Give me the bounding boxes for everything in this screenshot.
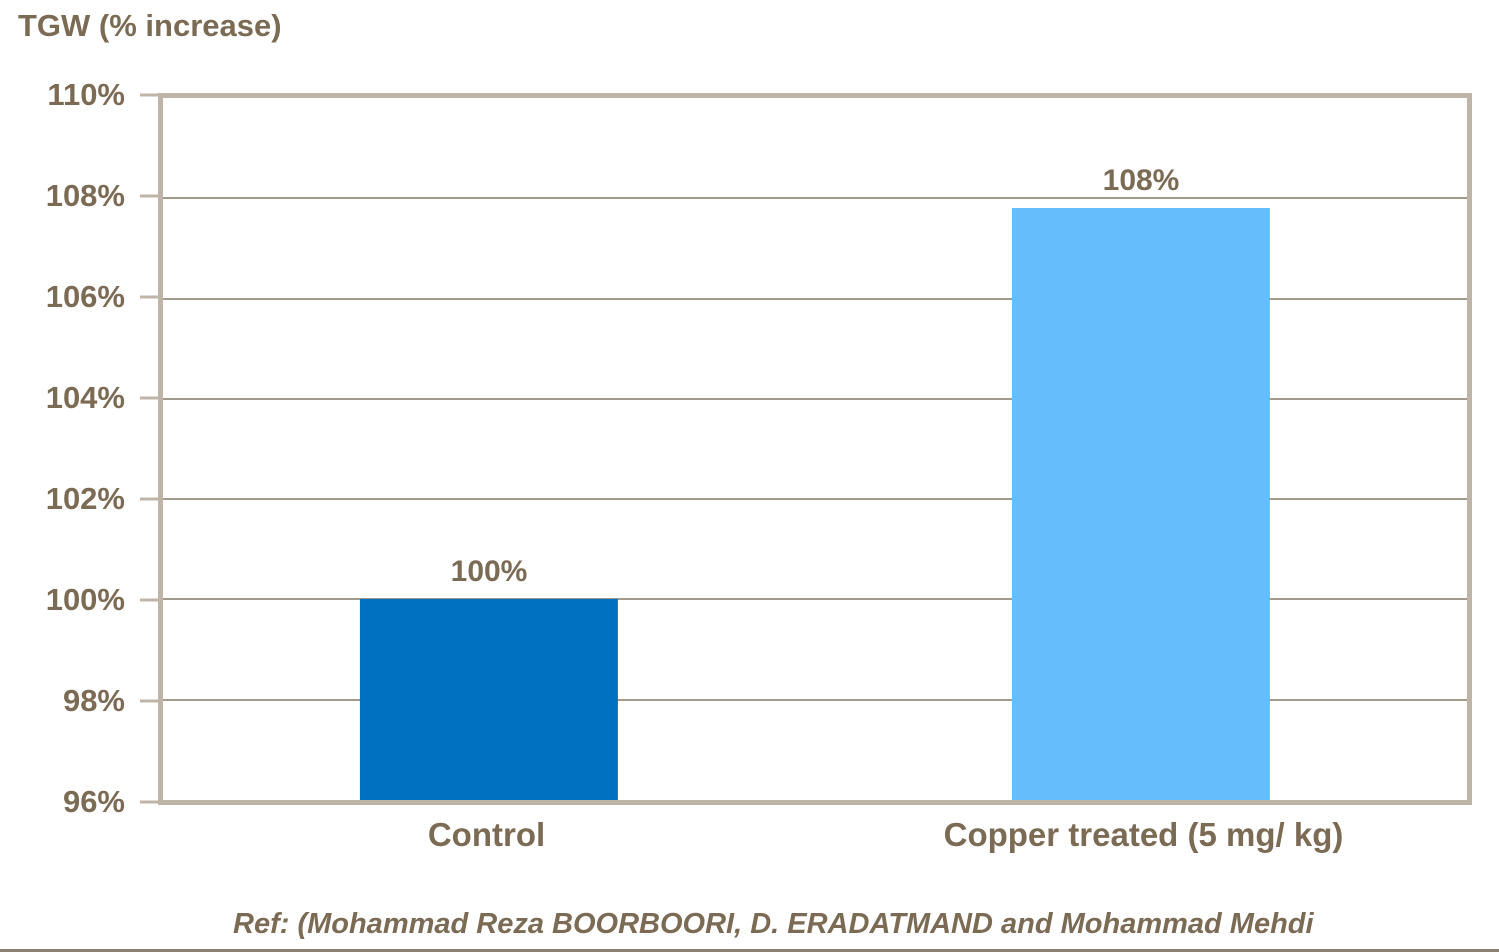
- gridline: [163, 598, 1467, 601]
- y-tick-mark: [140, 396, 158, 400]
- gridline: [163, 197, 1467, 200]
- category-label-copper-treated-5-mg-kg: Copper treated (5 mg/ kg): [943, 816, 1344, 853]
- gridline: [163, 498, 1467, 501]
- plot-area: 100% 108%: [158, 93, 1472, 805]
- y-tick-mark: [140, 93, 158, 97]
- y-axis: 110% 108% 106% 104% 102% 100% 98% 96%: [0, 77, 158, 819]
- y-tick-label: 110%: [47, 77, 125, 112]
- bar-data-label: 100%: [450, 555, 528, 589]
- y-tick-label: 96%: [62, 784, 125, 819]
- x-axis: Control Copper treated (5 mg/ kg): [158, 816, 1472, 854]
- chart-title: TGW (% increase): [18, 8, 282, 43]
- gridline: [163, 698, 1467, 701]
- gridline: [163, 297, 1467, 300]
- y-tick-mark: [140, 497, 158, 501]
- y-tick-label: 108%: [45, 178, 125, 213]
- y-tick-label: 98%: [62, 683, 125, 718]
- y-tick-mark: [140, 194, 158, 198]
- reference-text: Ref: (Mohammad Reza BOORBOORI, D. ERADAT…: [233, 908, 1314, 940]
- y-tick-label: 100%: [45, 582, 125, 617]
- bar-data-label: 108%: [1102, 164, 1180, 198]
- bar-copper-treated-5-mg-kg: [1011, 208, 1271, 800]
- y-tick-label: 106%: [45, 279, 125, 314]
- y-tick-label: 104%: [45, 380, 125, 415]
- y-tick-mark: [140, 699, 158, 703]
- bar-control: [359, 599, 619, 800]
- y-tick-mark: [140, 598, 158, 602]
- category-label-control: Control: [427, 816, 546, 853]
- y-tick-label: 102%: [45, 481, 125, 516]
- y-tick-mark: [140, 800, 158, 804]
- y-tick-mark: [140, 295, 158, 299]
- bottom-divider: [0, 949, 1499, 952]
- gridline: [163, 397, 1467, 400]
